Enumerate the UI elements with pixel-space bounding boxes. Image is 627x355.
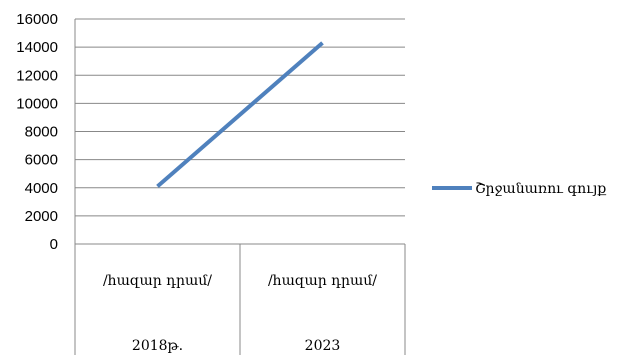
- y-tick-label: 16000: [16, 11, 58, 28]
- y-tick-label: 12000: [16, 67, 58, 84]
- y-tick-label: 4000: [25, 180, 58, 197]
- category-unit-label: /հազար դրամ/: [103, 273, 212, 289]
- series-line: [156, 41, 324, 188]
- category-year-label: 2023: [305, 338, 341, 354]
- y-tick-label: 8000: [25, 124, 58, 141]
- category-unit-label: /հազար դրամ/: [268, 273, 377, 289]
- category-year-label: 2018թ.: [132, 338, 183, 354]
- y-tick-label: 2000: [25, 208, 58, 225]
- y-tick-label: 6000: [25, 152, 58, 169]
- y-tick-label: 0: [50, 236, 58, 253]
- y-tick-label: 14000: [16, 39, 58, 56]
- legend-label: Շրջանառու գույք: [475, 181, 606, 197]
- y-tick-label: 10000: [16, 95, 58, 112]
